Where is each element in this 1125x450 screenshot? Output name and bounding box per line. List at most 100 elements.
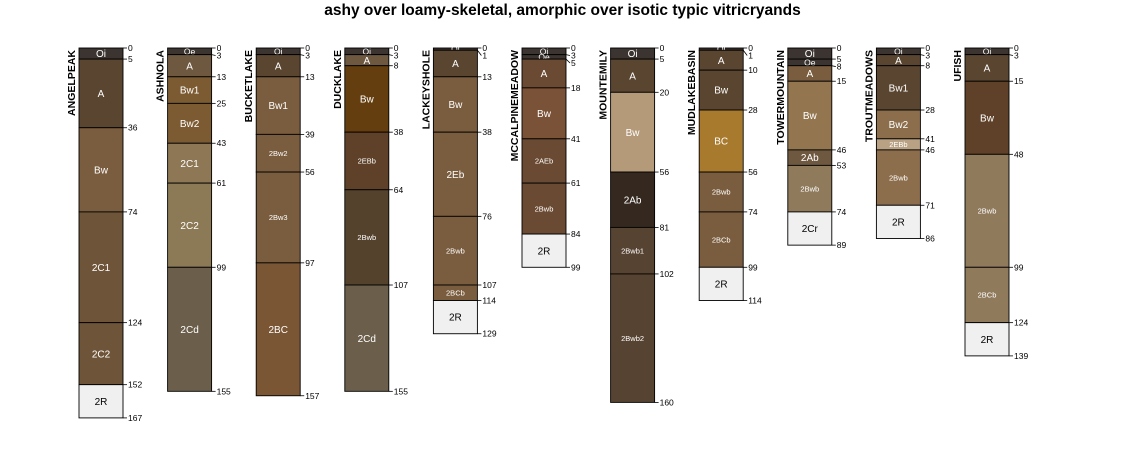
depth-label: 89: [837, 240, 847, 250]
horizon-label: Oi: [805, 49, 815, 60]
horizon-label: 2EBb: [889, 140, 907, 149]
horizon-bw: [344, 65, 390, 133]
depth-label: 43: [217, 138, 227, 148]
depth-label: 0: [925, 43, 930, 53]
profile-angelpeak: ANGELPEAK Oi A Bw 2C1 2C2 2R 05 36 74 124 152 167: [66, 43, 142, 423]
horizon-label: Oi: [451, 44, 460, 54]
depth-label: 41: [925, 134, 935, 144]
depth-tick: [1008, 54, 1014, 56]
horizon-label: 2R: [538, 246, 551, 257]
horizon-2r: [698, 266, 744, 301]
horizon-bw2: [167, 102, 213, 144]
depth-label: 3: [925, 51, 930, 61]
depth-label: 0: [217, 43, 222, 53]
depth-label: 10: [748, 65, 758, 75]
depth-tick: [300, 54, 305, 56]
horizon-label: Bw: [980, 113, 995, 124]
horizon-label: 2Bw2: [269, 149, 288, 158]
depth-label: 5: [571, 58, 576, 68]
depth-tick: [477, 49, 482, 56]
depth-label: 28: [925, 105, 935, 115]
depth-label: 107: [394, 280, 408, 290]
horizon-label: Bw1: [268, 101, 288, 112]
horizon-label: A: [452, 59, 459, 70]
profile-troutmeadows: TROUTMEADOWS OiA Bw1 Bw2 2EBb 2Bwb 2R 038 28 4146…: [863, 43, 935, 243]
horizon-bw2: [875, 109, 921, 140]
depth-label: 139: [1014, 351, 1028, 361]
horizon-label: Oi: [540, 46, 549, 56]
depth-label: 81: [660, 222, 670, 232]
horizon-bw: [78, 127, 124, 213]
horizon-2r: [432, 300, 478, 335]
horizon-bw: [964, 80, 1010, 155]
profile-ufish: UFISH Oi A Bw 2Bwb 2BCb 2R 03 15 48 99 124 139: [952, 43, 1028, 361]
depth-label: 56: [660, 167, 670, 177]
depth-label: 18: [571, 83, 581, 93]
horizon-label: Bw: [360, 95, 375, 106]
horizon-2c2: [78, 322, 124, 386]
depth-label: 99: [1014, 262, 1024, 272]
horizon-a: [610, 58, 656, 93]
horizon-bw1: [255, 76, 301, 135]
horizon-label: 2R: [95, 397, 108, 408]
depth-label: 38: [482, 127, 492, 137]
horizon-label: A: [984, 64, 991, 75]
horizon-label: 2AEb: [535, 157, 553, 166]
horizon-label: A: [629, 71, 636, 82]
horizon-label: 2BCb: [978, 291, 997, 300]
depth-label: 3: [217, 51, 222, 61]
horizon-label: Oi: [274, 46, 283, 56]
profile-name: DUCKLAKE: [332, 50, 344, 109]
profile-name: BUCKETLAKE: [243, 50, 255, 122]
depth-label: 152: [128, 380, 142, 390]
horizon-bw1: [167, 76, 213, 104]
horizon-label: Bw: [94, 165, 109, 176]
profile-name: ASHNOLA: [155, 50, 167, 102]
depth-label: 15: [1014, 76, 1024, 86]
horizon-label: Oe: [804, 57, 816, 67]
depth-label: 124: [128, 318, 142, 328]
horizon-2bcb: [698, 211, 744, 268]
horizon-2c1: [78, 211, 124, 324]
depth-label: 1: [482, 51, 487, 61]
depth-label: 41: [571, 134, 581, 144]
depth-label: 39: [305, 129, 315, 139]
depth-label: 0: [128, 43, 133, 53]
horizon-label: Bw: [448, 100, 463, 111]
horizon-2bwb: [432, 215, 478, 286]
depth-label: 74: [837, 207, 847, 217]
horizon-label: Oi: [628, 49, 638, 60]
horizon-label: A: [806, 69, 813, 80]
horizon-label: Bw2: [180, 119, 200, 130]
depth-label: 155: [217, 386, 231, 396]
horizon-2c2: [167, 182, 213, 268]
profile-lackeyshole: LACKEYSHOLE Oi A Bw 2Eb 2Bwb 2BCb 2R 01 13 38 76 107…: [420, 43, 496, 339]
depth-label: 13: [217, 72, 227, 82]
horizon-2bwb: [875, 149, 921, 206]
horizon-2bcb: [964, 266, 1010, 324]
horizon-bw: [787, 80, 833, 151]
profile-name: MOUNTEMILY: [598, 50, 610, 120]
horizon-label: 2Eb: [447, 170, 465, 181]
horizon-label: 2Bwb: [889, 173, 908, 182]
horizon-2eb: [432, 131, 478, 217]
horizon-label: 2R: [892, 217, 905, 228]
horizon-label: A: [275, 61, 282, 72]
horizon-label: 2Cd: [358, 334, 376, 345]
horizon-label: Bw: [714, 86, 729, 97]
horizon-label: BC: [714, 137, 728, 148]
horizon-2ebb: [344, 131, 390, 191]
depth-label: 0: [482, 43, 487, 53]
depth-label: 107: [482, 280, 496, 290]
depth-label: 15: [837, 76, 847, 86]
horizon-label: A: [363, 56, 370, 67]
horizon-label: 2Cd: [180, 325, 198, 336]
horizon-label: 2Bwb2: [621, 334, 644, 343]
horizon-label: 2R: [715, 279, 728, 290]
horizon-label: 2R: [981, 335, 994, 346]
depth-label: 129: [482, 329, 496, 339]
depth-label: 97: [305, 258, 315, 268]
depth-label: 71: [925, 200, 935, 210]
